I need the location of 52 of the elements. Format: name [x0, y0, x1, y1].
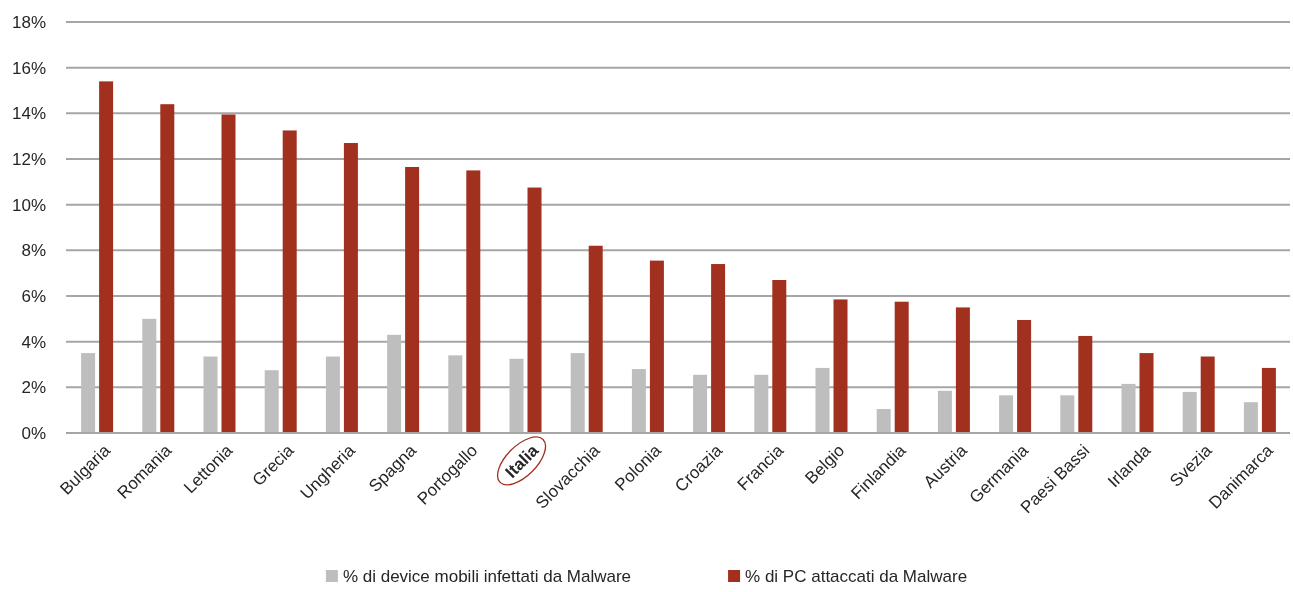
y-tick-label: 18% — [11, 12, 46, 32]
y-tick-label: 12% — [11, 149, 46, 169]
bar — [448, 355, 463, 433]
y-tick-label: 0% — [21, 423, 46, 443]
bar — [282, 130, 297, 433]
bar — [466, 170, 481, 433]
bar — [1078, 335, 1093, 433]
bar — [405, 166, 420, 433]
bar — [99, 81, 114, 433]
bar — [999, 395, 1014, 433]
bar — [937, 390, 952, 433]
y-tick-label: 6% — [21, 286, 46, 306]
bar — [631, 369, 646, 433]
bar — [772, 280, 787, 433]
legend-label: % di PC attaccati da Malware — [745, 567, 968, 586]
bar — [1139, 353, 1154, 433]
bar — [343, 143, 358, 433]
bar — [815, 367, 830, 433]
bar — [833, 299, 848, 433]
y-tick-label: 2% — [21, 378, 46, 398]
bar — [1200, 356, 1215, 433]
bar — [264, 370, 279, 433]
bar — [955, 307, 970, 433]
y-tick-label: 10% — [11, 195, 46, 215]
bar — [1017, 319, 1032, 433]
y-tick-label: 14% — [11, 104, 46, 124]
bar — [387, 334, 402, 433]
bar — [1121, 383, 1136, 433]
bar — [509, 358, 524, 433]
bar — [142, 318, 157, 433]
bar — [1182, 391, 1197, 433]
y-tick-label: 4% — [21, 332, 46, 352]
bar — [81, 353, 96, 433]
bar — [325, 356, 340, 433]
bar — [1243, 402, 1258, 433]
bar — [570, 353, 585, 433]
bar — [527, 187, 542, 433]
bar — [160, 104, 175, 433]
bar — [1060, 395, 1075, 433]
bar — [588, 245, 603, 433]
bar — [203, 356, 218, 433]
bar — [1261, 367, 1276, 433]
bar — [221, 114, 236, 433]
bar — [693, 374, 708, 433]
bar — [711, 264, 726, 433]
bar — [649, 260, 664, 433]
bar — [876, 409, 891, 433]
legend-label: % di device mobili infettati da Malware — [342, 567, 632, 586]
bar — [754, 374, 769, 433]
bar — [894, 301, 909, 433]
y-tick-label: 8% — [21, 241, 46, 261]
y-tick-label: 16% — [11, 58, 46, 78]
